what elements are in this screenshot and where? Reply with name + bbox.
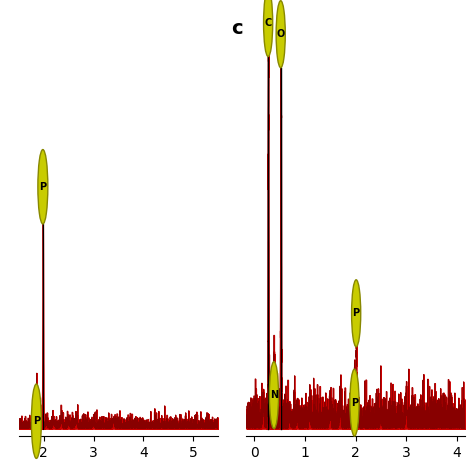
Text: P: P <box>33 416 40 426</box>
Text: C: C <box>264 18 272 28</box>
Text: P: P <box>39 182 46 192</box>
Text: O: O <box>277 29 285 39</box>
Circle shape <box>350 369 359 436</box>
Text: c: c <box>231 19 243 38</box>
Circle shape <box>264 0 273 56</box>
Text: P: P <box>351 398 358 408</box>
Circle shape <box>31 384 41 458</box>
Circle shape <box>269 362 279 428</box>
Text: P: P <box>353 308 360 318</box>
Circle shape <box>352 280 361 347</box>
Circle shape <box>38 150 48 224</box>
Text: N: N <box>270 390 278 400</box>
Circle shape <box>276 0 285 68</box>
